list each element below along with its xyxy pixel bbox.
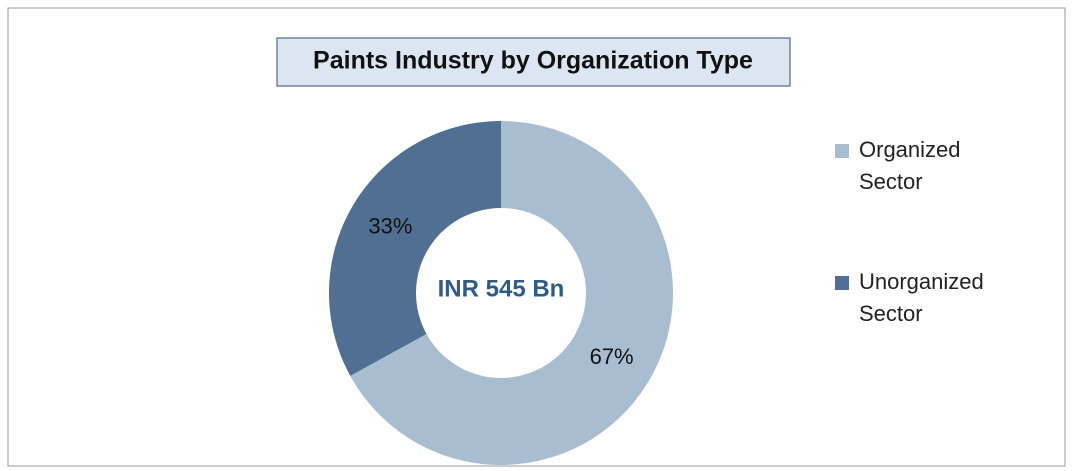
donut-segment xyxy=(350,121,673,465)
legend-item: Organized Sector xyxy=(835,134,1005,198)
title-box xyxy=(276,37,791,87)
donut-segment xyxy=(329,121,501,376)
legend-swatch xyxy=(835,276,849,290)
legend-label: Organized Sector xyxy=(859,137,961,194)
data-label: 67% xyxy=(590,344,634,369)
legend-label: Unorganized Sector xyxy=(859,269,984,326)
legend-swatch xyxy=(835,144,849,158)
legend-item: Unorganized Sector xyxy=(835,266,1005,330)
chart-title: Paints Industry by Organization Type xyxy=(313,47,753,75)
center-label: INR 545 Bn xyxy=(438,275,565,302)
data-label: 33% xyxy=(368,213,412,238)
